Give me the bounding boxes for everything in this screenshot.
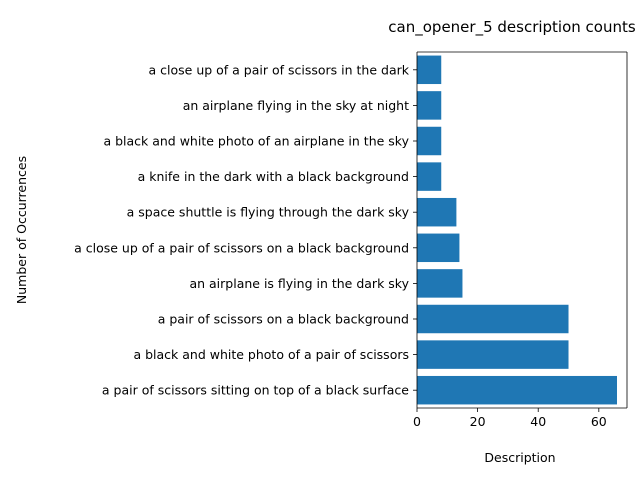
bar	[417, 126, 442, 156]
y-tick-label: a space shuttle is flying through the da…	[127, 205, 410, 220]
y-tick-label: a knife in the dark with a black backgro…	[138, 169, 409, 184]
bar	[417, 340, 569, 369]
bar	[417, 197, 457, 227]
y-axis-label: Number of Occurrences	[14, 156, 29, 304]
y-tick-label: a black and white photo of a pair of sci…	[133, 347, 409, 362]
x-tick-label: 0	[413, 414, 421, 429]
axes-layer: a pair of scissors sitting on top of a b…	[74, 51, 628, 429]
bar	[417, 375, 617, 405]
bar	[417, 55, 442, 85]
x-tick-label: 40	[530, 414, 546, 429]
bar	[417, 233, 460, 263]
bar	[417, 269, 463, 298]
bar	[417, 91, 442, 120]
chart-title: can_opener_5 description counts	[388, 18, 636, 37]
y-tick-label: a pair of scissors sitting on top of a b…	[102, 383, 409, 398]
x-tick-label: 20	[470, 414, 486, 429]
bar	[417, 162, 442, 191]
x-axis-label: Description	[484, 450, 555, 465]
y-tick-label: an airplane is flying in the dark sky	[189, 276, 409, 291]
y-tick-label: a black and white photo of an airplane i…	[103, 134, 409, 149]
y-tick-label: a pair of scissors on a black background	[158, 312, 409, 327]
y-tick-label: an airplane flying in the sky at night	[183, 98, 409, 113]
bars-layer	[417, 55, 617, 405]
y-tick-label: a close up of a pair of scissors on a bl…	[74, 240, 409, 255]
bar	[417, 304, 569, 334]
x-tick-label: 60	[591, 414, 607, 429]
y-tick-label: a close up of a pair of scissors in the …	[149, 62, 410, 77]
